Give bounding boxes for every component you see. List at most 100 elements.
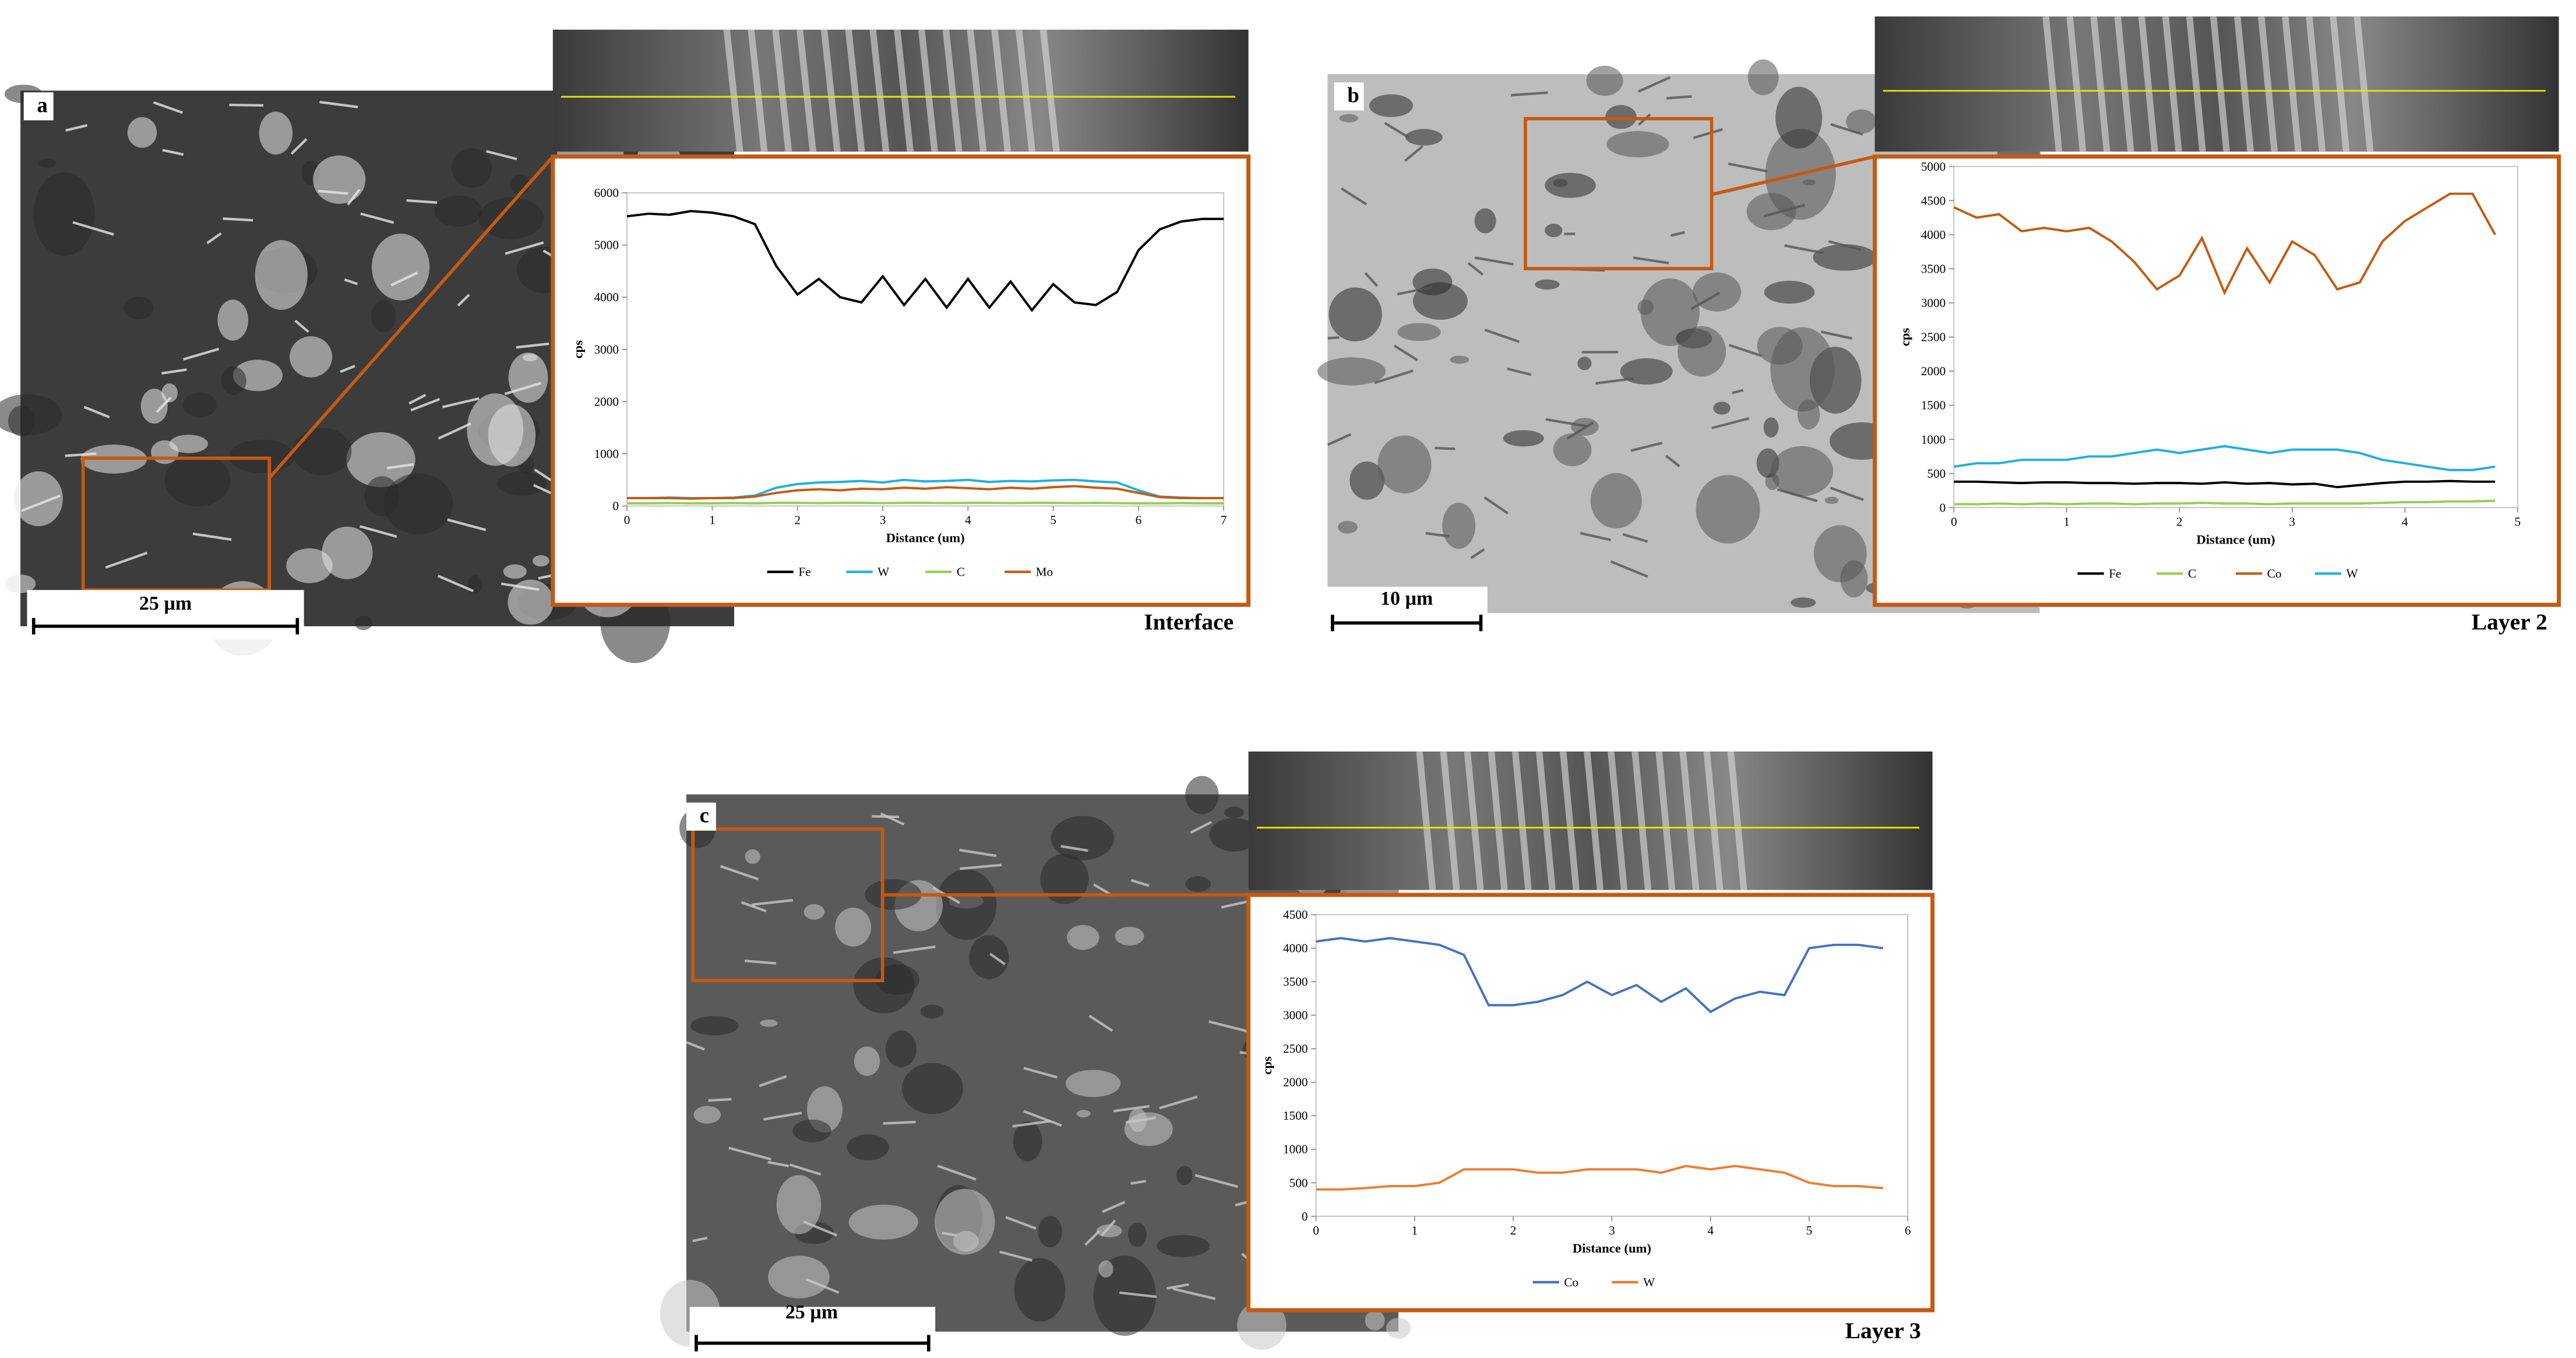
sem-grain <box>1770 327 1835 412</box>
sem-grain <box>322 526 373 580</box>
y-tick-label: 3000 <box>594 343 619 357</box>
sem-lamella <box>728 1147 771 1161</box>
sem-lamella <box>360 212 394 224</box>
sem-lamella <box>1060 845 1088 852</box>
legend-label: Fe <box>798 565 810 579</box>
y-tick-label: 4000 <box>1283 941 1308 955</box>
y-tick-label: 1000 <box>1283 1142 1308 1156</box>
y-tick-label: 6000 <box>594 186 619 200</box>
sem-grain <box>1640 278 1700 346</box>
y-tick-label: 2500 <box>1921 330 1946 344</box>
strip-lamella <box>2282 16 2302 152</box>
y-axis-label: cps <box>1260 1056 1274 1075</box>
sem-grain <box>255 240 308 310</box>
sem-lamella <box>1221 900 1250 909</box>
sem-lamella <box>294 319 309 333</box>
sem-lamella <box>501 582 540 591</box>
y-tick-label: 1000 <box>1921 432 1946 446</box>
y-tick-label: 3500 <box>1283 975 1308 989</box>
y-tick-label: 3000 <box>1921 296 1946 310</box>
sem-lamella <box>1580 532 1612 542</box>
sem-lamella <box>1470 548 1485 559</box>
sem-lamella <box>1670 231 1685 237</box>
sem-lamella <box>1130 879 1150 887</box>
x-tick-label: 1 <box>709 513 716 527</box>
sem-grain <box>920 1004 944 1019</box>
x-tick-label: 5 <box>1050 513 1056 527</box>
sem-lamella <box>893 945 936 954</box>
sem-lamella <box>741 901 767 913</box>
strip-lamella <box>2138 16 2158 152</box>
sem-lamella <box>1384 122 1409 139</box>
sem-grain <box>1405 129 1443 146</box>
sem-grain <box>835 907 872 947</box>
sem-lamella <box>1595 377 1634 385</box>
data-line <box>1954 445 2496 471</box>
sem-grain <box>372 234 430 301</box>
sem-grain <box>1586 65 1623 96</box>
y-tick-label: 500 <box>1289 1176 1308 1190</box>
sem-lamella <box>386 463 414 470</box>
sem-lamella <box>1023 1110 1062 1127</box>
sem-lamella <box>1374 369 1414 385</box>
sem-grain <box>0 394 62 436</box>
x-axis-label: Distance (um) <box>886 531 965 545</box>
x-tick-label: 0 <box>1313 1223 1319 1237</box>
data-line <box>626 210 1224 312</box>
scale-bar-bg <box>27 590 304 640</box>
strip-lamella <box>967 29 987 152</box>
sem-grain <box>854 1046 880 1076</box>
x-tick-label: 5 <box>1806 1223 1813 1237</box>
sem-lamella <box>1728 344 1762 357</box>
zoom-link <box>268 155 554 479</box>
y-tick-label: 2000 <box>594 394 619 408</box>
sem-grain <box>286 548 333 583</box>
strip-lamella <box>918 29 938 152</box>
sem-grain <box>508 579 554 625</box>
sem-grain <box>169 435 208 453</box>
sem-lamella <box>437 574 474 592</box>
sem-grain <box>290 336 333 378</box>
strip-lamella <box>723 29 743 152</box>
sem-grain <box>776 1174 822 1234</box>
sem-grain <box>1040 853 1089 904</box>
legend-label: Fe <box>2109 567 2121 581</box>
panel-label: c <box>700 803 709 827</box>
strip-lamella <box>1488 751 1508 891</box>
sem-grain <box>1051 816 1114 860</box>
scale-bar-bg <box>689 1307 936 1357</box>
sem-lamella <box>182 348 220 361</box>
strip-lamella <box>2306 16 2326 152</box>
strip-lamella <box>1535 751 1556 891</box>
strip-lamella <box>869 29 890 152</box>
strip-lamella <box>2090 16 2110 152</box>
sem-grain <box>1349 461 1384 500</box>
sem-lamella <box>708 1098 732 1102</box>
x-tick-label: 6 <box>1905 1223 1911 1237</box>
sem-grain <box>875 964 919 995</box>
y-tick-label: 2000 <box>1283 1075 1308 1089</box>
sem-lamella <box>1190 821 1212 834</box>
y-tick-label: 4000 <box>1921 228 1946 242</box>
sem-lamella <box>410 398 441 412</box>
sem-grain <box>1377 435 1432 494</box>
sem-lamella <box>1119 1291 1157 1298</box>
strip-lamella <box>2210 16 2230 152</box>
sem-grain <box>33 172 95 256</box>
sem-grain <box>1365 1310 1385 1331</box>
sem-grain <box>1013 1121 1042 1162</box>
sem-lamella <box>1820 330 1853 340</box>
data-line <box>1316 1165 1884 1191</box>
strip-lamella <box>1703 751 1724 891</box>
sem-lamella <box>942 1232 957 1237</box>
strip-lamella <box>1560 751 1580 891</box>
sem-lamella <box>442 397 480 408</box>
sem-lamella <box>1511 91 1548 97</box>
sem-lamella <box>319 100 358 108</box>
sem-lamella <box>1711 417 1750 429</box>
sem-grain <box>847 1134 889 1161</box>
strip-lamella <box>942 29 963 152</box>
sem-grain <box>1450 355 1470 364</box>
sem-lamella <box>1828 240 1862 251</box>
strip-lamella <box>1608 751 1628 891</box>
